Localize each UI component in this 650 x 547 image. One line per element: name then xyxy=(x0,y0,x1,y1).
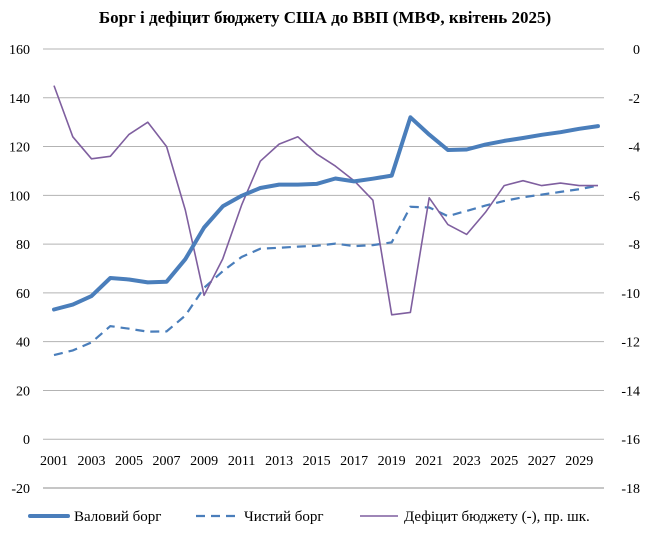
y-tick-label: 20 xyxy=(16,384,30,399)
y2-tick-label: -12 xyxy=(621,336,640,351)
x-tick-label: 2001 xyxy=(40,454,68,469)
legend-label: Валовий борг xyxy=(74,509,161,525)
x-tick-label: 2007 xyxy=(153,454,181,469)
x-tick-label: 2005 xyxy=(115,454,143,469)
x-tick-label: 2017 xyxy=(340,454,368,469)
y2-tick-label: -14 xyxy=(621,384,640,399)
x-axis: 2001 2003 2005 2007 2009 2011 2013 2015 2017 2019… xyxy=(40,454,593,469)
y-tick-label: -20 xyxy=(11,482,30,497)
y2-tick-label: -10 xyxy=(621,287,640,302)
series-line-gross-debt xyxy=(52,115,600,312)
x-tick-label: 2027 xyxy=(528,454,556,469)
y2-tick-label: -18 xyxy=(621,482,640,497)
x-tick-label: 2019 xyxy=(378,454,406,469)
x-tick-label: 2029 xyxy=(565,454,593,469)
x-tick-label: 2015 xyxy=(303,454,331,469)
y2-tick-label: -16 xyxy=(621,433,640,448)
series-line-net-debt xyxy=(53,184,599,357)
x-tick-label: 2003 xyxy=(78,454,106,469)
y-tick-label: 100 xyxy=(9,189,30,204)
y2-tick-label: -2 xyxy=(628,92,640,107)
y-tick-label: 120 xyxy=(9,141,30,156)
chart-title: Борг і дефіцит бюджету США до ВВП (МВФ, … xyxy=(98,8,552,27)
x-tick-label: 2023 xyxy=(453,454,481,469)
x-tick-label: 2013 xyxy=(265,454,293,469)
x-tick-label: 2009 xyxy=(190,454,218,469)
y-tick-label: 160 xyxy=(9,43,30,58)
legend-label: Чистий борг xyxy=(244,509,324,525)
legend: Валовий борг Чистий борг Дефіцит бюджету (… xyxy=(28,509,590,525)
legend-label: Дефіцит бюджету (-), пр. шк. xyxy=(404,509,590,525)
y2-tick-label: -8 xyxy=(628,238,640,253)
series-line-deficit xyxy=(53,85,598,316)
y-tick-label: 140 xyxy=(9,92,30,107)
y-tick-label: 40 xyxy=(16,336,30,351)
y2-tick-label: 0 xyxy=(633,43,640,58)
series-lines xyxy=(52,85,600,357)
y-axis-right: -18 -16 -14 -12 -10 -8 -6 -4 -2 0 xyxy=(621,43,640,497)
x-tick-label: 2025 xyxy=(490,454,518,469)
y-axis-left: -20 0 20 40 60 80 100 120 140 160 xyxy=(9,43,30,497)
y2-tick-label: -6 xyxy=(628,189,640,204)
y2-tick-label: -4 xyxy=(628,141,640,156)
x-tick-label: 2011 xyxy=(228,454,255,469)
y-tick-label: 60 xyxy=(16,287,30,302)
y-tick-label: 0 xyxy=(23,433,30,448)
y-tick-label: 80 xyxy=(16,238,30,253)
x-tick-label: 2021 xyxy=(415,454,443,469)
grid xyxy=(43,48,604,489)
